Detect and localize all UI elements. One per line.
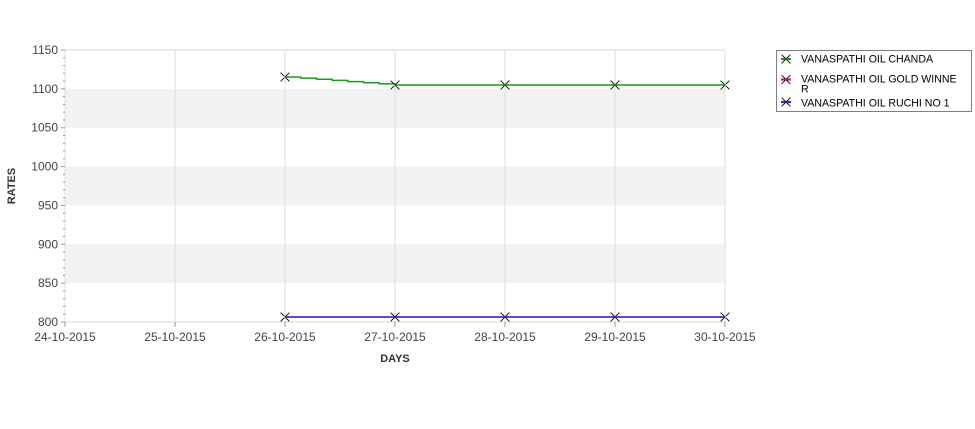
svg-text:1000: 1000: [31, 160, 58, 174]
svg-text:25-10-2015: 25-10-2015: [144, 330, 206, 344]
svg-text:26-10-2015: 26-10-2015: [254, 330, 316, 344]
svg-text:1050: 1050: [31, 121, 58, 135]
svg-text:28-10-2015: 28-10-2015: [474, 330, 536, 344]
svg-text:DAYS: DAYS: [380, 353, 410, 365]
svg-text:VANASPATHI OIL CHANDA: VANASPATHI OIL CHANDA: [801, 54, 934, 66]
svg-text:30-10-2015: 30-10-2015: [694, 330, 756, 344]
svg-text:900: 900: [38, 237, 58, 251]
svg-text:R: R: [801, 84, 809, 96]
svg-text:VANASPATHI OIL RUCHI NO 1: VANASPATHI OIL RUCHI NO 1: [801, 97, 950, 109]
svg-text:950: 950: [38, 198, 58, 212]
svg-text:1100: 1100: [32, 82, 58, 96]
svg-text:VANASPATHI OIL GOLD WINNE: VANASPATHI OIL GOLD WINNE: [801, 74, 957, 86]
svg-text:24-10-2015: 24-10-2015: [34, 330, 96, 344]
svg-text:27-10-2015: 27-10-2015: [364, 330, 426, 344]
svg-text:1150: 1150: [32, 43, 58, 57]
svg-text:29-10-2015: 29-10-2015: [584, 330, 646, 344]
svg-text:RATES: RATES: [6, 168, 18, 204]
svg-text:850: 850: [38, 276, 58, 290]
svg-text:800: 800: [38, 315, 58, 329]
